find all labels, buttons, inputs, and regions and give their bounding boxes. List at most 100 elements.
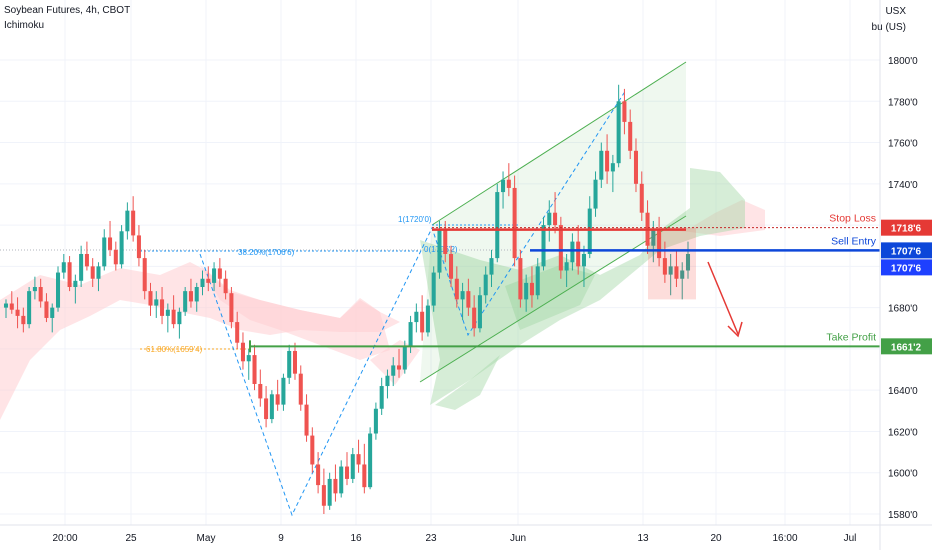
candle-body <box>32 287 37 292</box>
candle-body <box>472 307 477 329</box>
candle-body <box>223 278 228 294</box>
candle-body <box>506 179 511 188</box>
fib-label: 61.80%(1659'4) <box>146 345 203 354</box>
candle-body <box>639 183 644 213</box>
candle-body <box>402 346 407 370</box>
channel-lower-line <box>419 215 687 383</box>
candle-body <box>628 121 633 151</box>
stop-loss-price: 1718'6 <box>891 224 922 235</box>
candle-body <box>177 311 182 325</box>
stop-loss-label: Stop Loss <box>829 213 876 225</box>
candle-body <box>27 291 32 325</box>
candle-body <box>165 309 170 316</box>
candle-body <box>385 375 390 387</box>
candle-body <box>587 208 592 254</box>
candle-body <box>443 229 448 254</box>
candle-body <box>356 454 361 465</box>
candle-body <box>460 291 465 300</box>
candle-body <box>570 241 575 263</box>
cloud-red-area <box>200 265 390 360</box>
candle-body <box>501 179 506 193</box>
candle-body <box>576 241 581 267</box>
candle-body <box>483 274 488 296</box>
fib-label: 38.20%(1706'6) <box>238 248 295 257</box>
candle-body <box>235 322 240 343</box>
candle-body <box>258 383 263 399</box>
candle-body <box>368 433 373 488</box>
candle-body <box>21 315 26 325</box>
current-price-badge <box>881 259 932 276</box>
x-tick-label: 20 <box>710 533 722 544</box>
candle-body <box>379 386 384 409</box>
candle-body <box>553 212 558 226</box>
candle-body <box>373 408 378 434</box>
candle-body <box>477 295 482 329</box>
candle-body <box>633 150 639 184</box>
candle-body <box>119 231 124 265</box>
take-profit-label: Take Profit <box>826 331 876 343</box>
candle-body <box>96 266 101 279</box>
candle-body <box>396 365 402 370</box>
candle-body <box>304 404 309 436</box>
candle-body <box>316 464 321 486</box>
candle-body <box>160 299 165 316</box>
sell-entry-badge <box>881 242 932 259</box>
x-tick-label: 16 <box>350 533 362 544</box>
candle-body <box>217 268 222 279</box>
y-tick-label: 1740'0 <box>888 180 918 191</box>
x-tick-label: 16:00 <box>772 533 797 544</box>
candle-body <box>154 299 159 306</box>
candle-body <box>90 266 95 279</box>
indicator-label[interactable]: Ichimoku <box>4 20 45 31</box>
candle-body <box>44 301 49 318</box>
cloud-red-area <box>370 340 420 385</box>
candle-body <box>108 237 113 250</box>
candle-body <box>662 258 667 275</box>
candle-body <box>581 253 586 267</box>
trade-levels: Stop Loss Sell Entry Take Profit <box>249 213 880 353</box>
candle-body <box>269 394 274 420</box>
candle-body <box>67 262 72 287</box>
candle-body <box>84 253 89 267</box>
candle-body <box>113 249 118 265</box>
unit-label: bu (US) <box>871 22 906 33</box>
y-tick-label: 1620'0 <box>888 427 918 438</box>
candle-body <box>414 311 419 323</box>
stop-loss-badge <box>881 219 932 236</box>
candle-body <box>466 291 471 308</box>
candle-body <box>333 478 338 494</box>
candle-body <box>518 258 523 300</box>
candle-body <box>183 291 188 312</box>
candle-body <box>668 266 673 275</box>
candle-body <box>535 266 540 296</box>
candle-body <box>327 478 332 506</box>
x-tick-label: 20:00 <box>52 533 77 544</box>
candle-body <box>148 291 153 306</box>
candle-body <box>142 258 147 292</box>
candle-body <box>292 350 298 374</box>
candle-body <box>79 253 84 281</box>
candle-body <box>188 291 193 302</box>
candle-body <box>489 258 494 275</box>
candle-body <box>651 229 656 246</box>
candle-body <box>593 179 598 209</box>
candle-body <box>264 398 269 420</box>
price-axis[interactable]: 1800'01780'01760'01740'01720'01700'01680… <box>879 0 932 550</box>
channel-upper-line <box>431 61 687 226</box>
candle-body <box>200 278 205 287</box>
candle-body <box>616 101 621 164</box>
candle-body <box>50 307 55 318</box>
candle-body <box>547 212 552 226</box>
candle-body <box>131 210 136 236</box>
candle-body <box>425 305 430 333</box>
cloud-red-area <box>648 200 765 236</box>
candle-body <box>529 282 534 296</box>
candle-body <box>206 278 211 283</box>
cloud-green-area <box>505 265 595 330</box>
candle-body <box>408 322 413 347</box>
down-arrow-icon <box>707 261 743 338</box>
candle-body <box>321 485 326 506</box>
time-axis[interactable]: 20:00 25 May 9 16 23 Jun 13 20 16:00 Jul <box>0 524 932 544</box>
candle-body <box>73 280 78 287</box>
